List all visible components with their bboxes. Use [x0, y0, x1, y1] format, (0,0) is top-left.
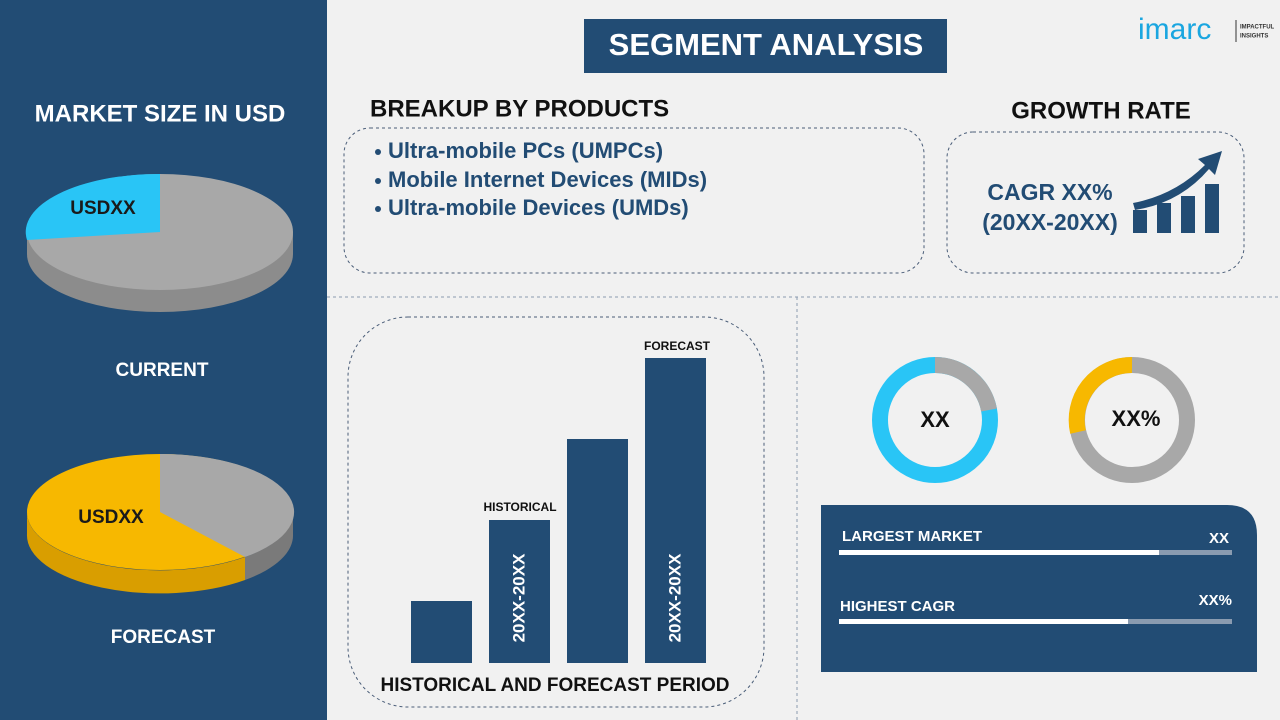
bar	[645, 358, 706, 663]
title-box	[584, 19, 947, 73]
title: SEGMENT ANALYSIS	[609, 27, 924, 62]
box	[946, 131, 1245, 274]
cagr-period: (20XX-20XX)	[982, 209, 1118, 235]
summary-label: LARGEST MARKET	[842, 528, 982, 545]
pie-slice	[160, 453, 295, 557]
growth-icon	[1133, 151, 1222, 233]
pie-slice	[25, 173, 160, 240]
summary-value: XX%	[1199, 592, 1232, 609]
icon-bar	[1181, 196, 1195, 233]
summary-bar	[839, 550, 1159, 555]
pie-label: USDXX	[78, 507, 144, 528]
bullet	[375, 149, 381, 155]
heading: BREAKUP BY PRODUCTS	[370, 95, 669, 122]
bullet	[375, 206, 381, 212]
bar-label: FORECAST	[644, 339, 711, 353]
bar	[567, 439, 628, 663]
bar	[489, 520, 550, 663]
pie-current	[25, 173, 293, 312]
donut	[1068, 356, 1195, 483]
bullet	[375, 178, 381, 184]
cagr: CAGR XX%	[987, 179, 1112, 205]
icon-bar	[1205, 184, 1219, 233]
pie-side	[245, 512, 294, 580]
list-item: Ultra-mobile Devices (UMDs)	[388, 195, 689, 220]
icon-bar	[1157, 203, 1171, 233]
donut-label: XX%	[1112, 406, 1161, 431]
label: FORECAST	[111, 627, 216, 648]
logo-tagline: INSIGHTS	[1240, 34, 1268, 40]
summary-box	[821, 505, 1257, 672]
pie-label: USDXX	[70, 198, 136, 219]
logo: imarc	[1138, 13, 1211, 46]
summary-value: XX	[1209, 530, 1229, 547]
summary-bar-rest	[1128, 619, 1232, 624]
donut	[872, 357, 998, 483]
list-item: Ultra-mobile PCs (UMPCs)	[388, 138, 663, 163]
pie-side	[26, 512, 245, 594]
pie-forecast	[26, 453, 295, 594]
box	[343, 127, 925, 274]
icon-bar	[1133, 210, 1147, 233]
box	[347, 316, 765, 708]
donut-label: XX	[920, 407, 950, 432]
bar	[411, 601, 472, 663]
summary-label: HIGHEST CAGR	[840, 598, 955, 615]
list-item: Mobile Internet Devices (MIDs)	[388, 167, 707, 192]
donut-segment	[1068, 356, 1133, 434]
heading: MARKET SIZE IN USD	[35, 100, 286, 127]
summary-bar	[839, 619, 1128, 624]
period-label: 20XX-20XX	[665, 553, 684, 642]
caption: HISTORICAL AND FORECAST PERIOD	[380, 675, 729, 696]
period-label: 20XX-20XX	[509, 553, 528, 642]
logo-tagline: IMPACTFUL	[1240, 25, 1275, 31]
summary-bar-rest	[1159, 550, 1232, 555]
donut-segment	[934, 357, 997, 412]
bar-label: HISTORICAL	[483, 500, 556, 514]
label: CURRENT	[116, 360, 209, 381]
left-panel	[0, 0, 327, 720]
period-bars	[411, 358, 706, 663]
heading: GROWTH RATE	[1011, 97, 1191, 124]
icon-arrow	[1133, 151, 1222, 210]
